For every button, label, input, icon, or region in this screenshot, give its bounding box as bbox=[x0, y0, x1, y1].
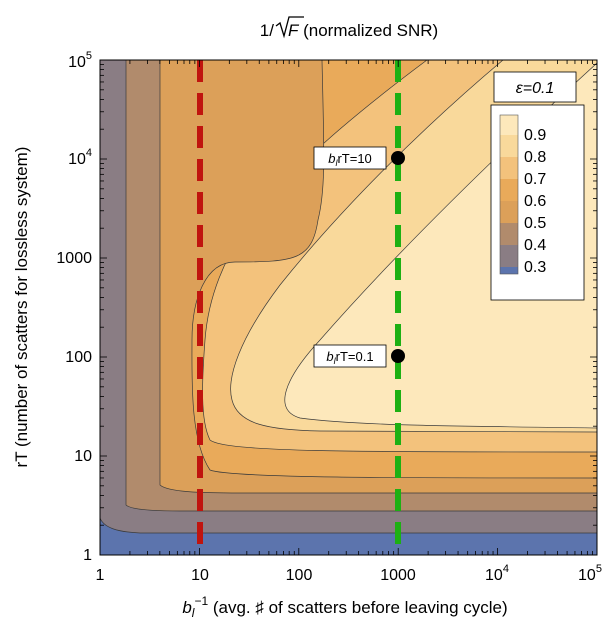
chart-title: 1/F (normalized SNR) bbox=[260, 21, 438, 40]
annotation-point-upper bbox=[391, 151, 405, 165]
x-tick-label-1: 1 bbox=[96, 567, 105, 584]
legend-label-0-5: 0.5 bbox=[524, 215, 546, 232]
x-tick-label-100: 100 bbox=[286, 567, 313, 584]
legend-swatch bbox=[500, 223, 518, 245]
x-tick-label-1000: 1000 bbox=[380, 567, 416, 584]
x-tick-label-10: 10 bbox=[191, 567, 209, 584]
y-tick-label-1: 1 bbox=[83, 547, 92, 564]
band-0-5-0-6 bbox=[100, 60, 597, 555]
legend-swatch bbox=[500, 267, 518, 274]
x-tick-label-10-5: 105 bbox=[578, 563, 602, 584]
legend-label-0-6: 0.6 bbox=[524, 193, 546, 210]
plot-frame bbox=[99, 59, 598, 556]
axis-ticks bbox=[99, 59, 598, 556]
legend-label-0-3: 0.3 bbox=[524, 259, 546, 276]
y-axis-title: rT (number of scatters for lossless syst… bbox=[12, 147, 31, 468]
y-tick-label-10: 10 bbox=[74, 448, 92, 465]
legend-colorbar bbox=[500, 115, 518, 274]
legend-swatch bbox=[500, 135, 518, 157]
annotation-label-lower: blrT=0.1 bbox=[313, 344, 387, 368]
legend-title-box bbox=[493, 71, 577, 103]
legend-swatch bbox=[500, 179, 518, 201]
svg-text:blrT=10: blrT=10 bbox=[328, 151, 372, 168]
y-tick-label-100: 100 bbox=[65, 349, 92, 366]
band-lt-0-3 bbox=[100, 60, 597, 555]
legend-swatch bbox=[500, 201, 518, 223]
annotation-label-upper: blrT=10 bbox=[313, 146, 387, 170]
legend-swatch bbox=[500, 115, 518, 135]
legend-title: ε=0.1 bbox=[516, 80, 555, 97]
x-axis-title: bl−1 (avg. ♯ of scatters before leaving … bbox=[182, 594, 507, 620]
legend-label-0-7: 0.7 bbox=[524, 171, 546, 188]
legend-swatch bbox=[500, 157, 518, 179]
band-0-4-0-5 bbox=[100, 60, 597, 555]
legend-colorbar-frame bbox=[499, 114, 519, 275]
legend-swatch bbox=[500, 245, 518, 267]
svg-text:blrT=0.1: blrT=0.1 bbox=[326, 349, 373, 366]
x-tick-label-10-4: 104 bbox=[485, 563, 509, 584]
plot-area bbox=[100, 60, 597, 555]
legend-label-0-9: 0.9 bbox=[524, 127, 546, 144]
legend-label-0-8: 0.8 bbox=[524, 149, 546, 166]
band-0-3-0-4 bbox=[100, 60, 597, 555]
legend-label-0-4: 0.4 bbox=[524, 237, 546, 254]
legend: ε=0.1 0.9 0.8 0.7 0.6 0.5 0.4 0.3 bbox=[490, 71, 585, 301]
y-tick-label-1000: 1000 bbox=[56, 250, 92, 267]
y-tick-label-10-4: 104 bbox=[68, 147, 92, 168]
annotation-point-lower bbox=[391, 349, 405, 363]
y-tick-label-10-5: 105 bbox=[68, 50, 92, 71]
title-radical-sign bbox=[275, 16, 304, 39]
